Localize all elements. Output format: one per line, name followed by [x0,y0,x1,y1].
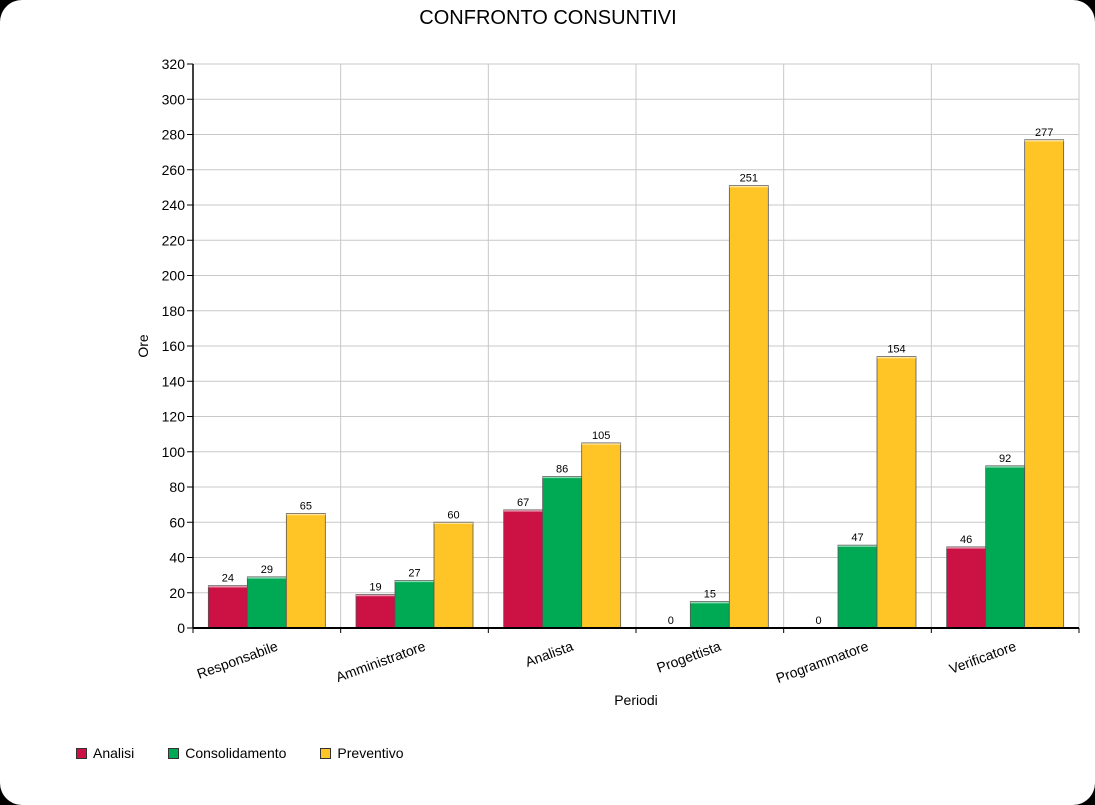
legend-item-analisi: Analisi [76,745,134,761]
data-label: 29 [261,564,273,576]
y-tick-label: 80 [169,479,185,495]
y-tick-label: 300 [162,91,186,107]
y-tick-label: 180 [162,303,186,319]
x-tick-label: Programmatore [774,638,871,686]
x-axis-title: Periodi [614,692,658,708]
legend-label: Consolidamento [185,745,287,761]
y-tick-label: 220 [162,232,186,248]
data-label: 47 [851,532,863,544]
y-tick-label: 200 [162,268,186,284]
legend-swatch [320,747,332,759]
data-label: 15 [704,589,716,601]
bar-consolidamento-progettista [689,601,730,629]
data-label: 27 [408,567,420,579]
data-label: 0 [815,615,821,627]
bars [207,139,1065,629]
grid-lines [193,63,1080,628]
data-label: 92 [999,453,1011,465]
data-label: 19 [369,582,381,594]
y-tick-label: 140 [162,373,186,389]
y-tick-label: 260 [162,162,186,178]
x-tick-label: Amministratore [334,638,428,685]
y-tick-label: 0 [177,620,185,636]
data-label: 154 [887,344,905,356]
x-tick-label: Responsabile [195,638,280,682]
bar-consolidamento-verificatore [985,465,1026,629]
data-label: 67 [517,497,529,509]
bar-consolidamento-responsabile [246,576,287,629]
data-label: 65 [300,500,312,512]
y-tick-label: 40 [169,550,185,566]
data-label: 251 [740,173,758,185]
data-label: 0 [668,615,674,627]
legend-item-preventivo: Preventivo [320,745,404,761]
y-tick-label: 160 [162,338,186,354]
y-axis-title: Ore [135,334,151,358]
y-tick-label: 60 [169,514,185,530]
legend-label: Preventivo [337,745,404,761]
y-tick-label: 100 [162,444,186,460]
y-tick-label: 20 [169,585,185,601]
x-tick-label: Progettista [654,638,723,676]
legend: Analisi Consolidamento Preventivo [76,745,438,761]
bar-preventivo-programmatore [876,356,917,629]
bar-preventivo-responsabile [285,513,326,629]
bar-consolidamento-amministratore [394,580,435,629]
data-label: 24 [222,573,234,585]
data-label: 86 [556,463,568,475]
bar-consolidamento-analista [542,476,583,629]
y-tick-label: 280 [162,127,186,143]
y-tick-label: 120 [162,409,186,425]
bar-consolidamento-programmatore [837,544,878,629]
legend-label: Analisi [93,745,135,761]
legend-item-consolidamento: Consolidamento [168,745,286,761]
bar-preventivo-analista [581,442,622,629]
bar-analisi-analista [503,509,544,629]
data-label: 105 [592,430,610,442]
bar-analisi-amministratore [355,594,396,629]
y-tick-label: 320 [162,56,186,72]
legend-swatch [168,747,180,759]
data-labels: 24 29 65 19 27 60 67 86 105 0 15 251 0 47 154 46 92 277 [222,127,1054,627]
x-tick-label: Verificatore [947,638,1018,677]
bar-preventivo-amministratore [433,521,474,629]
y-tick-label: 240 [162,197,186,213]
chart-title: CONFRONTO CONSUNTIVI [419,7,676,29]
bar-analisi-verificatore [946,546,987,629]
data-label: 46 [960,534,972,546]
data-label: 277 [1035,127,1053,139]
bar-preventivo-progettista [728,185,769,629]
x-tick-label: Analista [523,638,575,670]
data-label: 60 [447,509,459,521]
bar-analisi-responsabile [207,585,248,629]
bar-preventivo-verificatore [1024,139,1065,629]
legend-swatch [76,747,87,759]
